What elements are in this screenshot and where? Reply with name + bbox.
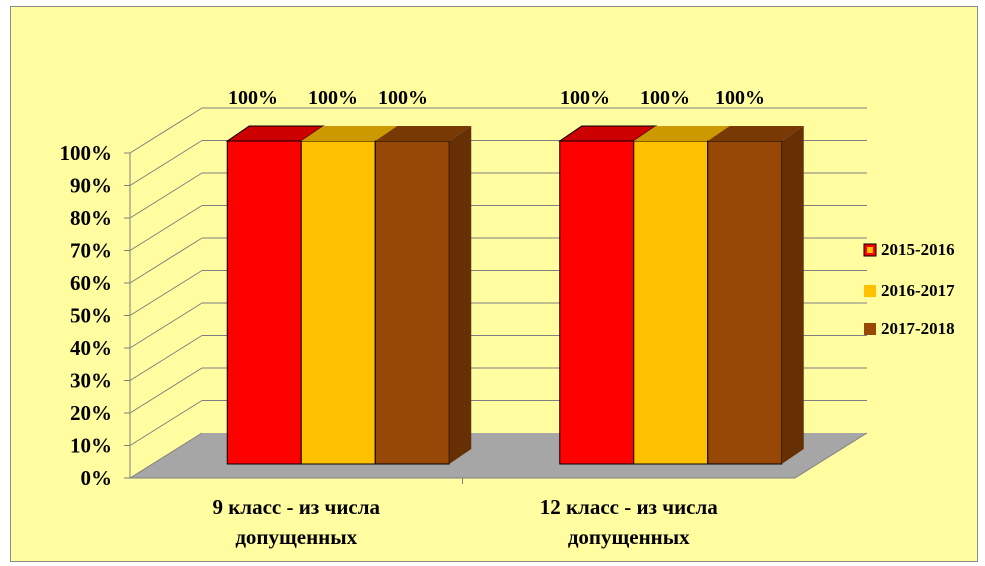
legend-item: 2017-2018 [864, 319, 955, 338]
gridline-side [129, 205, 203, 251]
legend-swatch-inner [867, 247, 873, 253]
bar-top [633, 126, 730, 141]
x-category-label: 9 класс - из числа [212, 495, 380, 519]
bar-front [374, 140, 450, 465]
y-tick-label: 20% [70, 401, 112, 425]
y-tick-label: 30% [70, 369, 112, 393]
bar [374, 126, 472, 465]
bar-front [559, 140, 635, 465]
data-label: 100% [560, 87, 610, 109]
data-label: 100% [308, 87, 358, 109]
bar-side [781, 126, 804, 464]
x-axis-depth [794, 432, 868, 479]
bar-front [300, 140, 376, 465]
y-tick-label: 0% [81, 466, 113, 490]
data-label: 100% [640, 87, 690, 109]
y-tick-label: 80% [70, 206, 112, 230]
bar-top [301, 126, 398, 141]
x-category-label: допущенных [235, 525, 357, 549]
y-tick-label: 100% [60, 141, 113, 165]
bar-top [707, 126, 804, 141]
legend-item: 2015-2016 [863, 240, 955, 259]
y-tick-label: 10% [70, 434, 112, 458]
gridline-side [129, 107, 203, 154]
legend-swatch [864, 323, 876, 335]
bar [707, 126, 804, 465]
y-tick-label: 90% [70, 174, 112, 198]
bar-front [633, 140, 709, 465]
y-tick-label: 50% [70, 304, 112, 328]
y-tick-label: 60% [70, 271, 112, 295]
gridline-side [129, 432, 203, 479]
bar-front [707, 140, 783, 465]
gridline-side [129, 400, 203, 446]
gridline-side [129, 237, 203, 284]
y-tick-label: 70% [70, 239, 112, 263]
legend-label: 2017-2018 [881, 319, 955, 338]
legend-label: 2016-2017 [881, 281, 955, 300]
y-tick-label: 40% [70, 336, 112, 360]
gridline-side [129, 172, 203, 219]
data-label: 100% [378, 87, 428, 109]
x-category-label: допущенных [568, 525, 690, 549]
bar-front [226, 140, 302, 465]
gridline-side [129, 302, 203, 349]
gridline-side [129, 270, 203, 316]
data-label: 100% [715, 87, 765, 109]
x-category-label: 12 класс - из числа [540, 495, 719, 519]
gridline-side [129, 140, 203, 186]
gridline-side [129, 335, 203, 381]
legend-label: 2015-2016 [881, 240, 955, 259]
legend-item: 2016-2017 [864, 281, 955, 300]
data-label: 100% [228, 87, 278, 109]
bar-side [449, 126, 472, 464]
legend-swatch [864, 285, 876, 297]
gridline-side [129, 367, 203, 414]
bar-top [375, 126, 472, 141]
